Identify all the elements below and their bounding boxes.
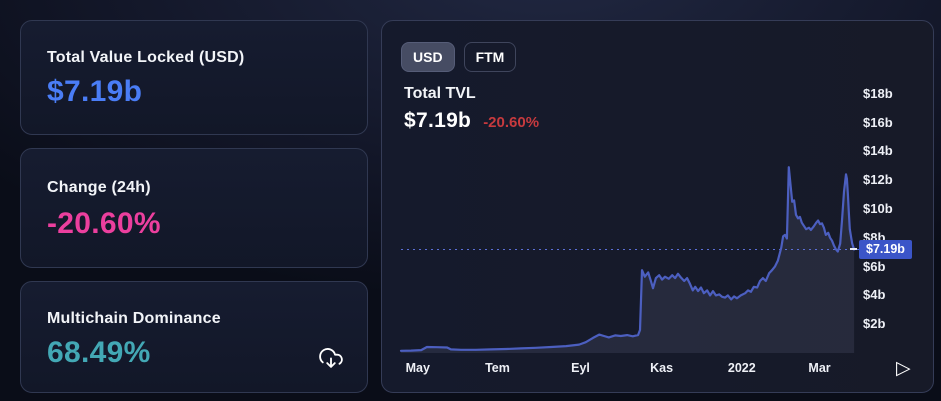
download-data-button[interactable] bbox=[317, 346, 345, 374]
y-axis-label: $10b bbox=[863, 201, 893, 216]
current-value-badge: $7.19b bbox=[859, 240, 912, 259]
x-axis-label: May bbox=[405, 361, 430, 375]
currency-ftm-button[interactable]: FTM bbox=[463, 42, 517, 72]
tvl-card-label: Total Value Locked (USD) bbox=[47, 49, 245, 66]
tvl-card: Total Value Locked (USD) $7.19b bbox=[20, 20, 368, 135]
tvl-area-chart[interactable] bbox=[396, 81, 882, 377]
currency-toggle: USD FTM bbox=[401, 42, 517, 72]
currency-usd-button[interactable]: USD bbox=[401, 42, 455, 72]
x-axis-label: Tem bbox=[485, 361, 510, 375]
y-axis-label: $18b bbox=[863, 85, 893, 101]
x-axis-label: 2022 bbox=[727, 361, 756, 375]
x-axis-label: Mar bbox=[808, 361, 831, 375]
tvl-card-value: $7.19b bbox=[47, 75, 143, 108]
next-arrow-icon[interactable]: ▷ bbox=[896, 358, 911, 379]
dominance-card: Multichain Dominance 68.49% bbox=[20, 281, 368, 393]
chart-current-value: $7.19b bbox=[404, 109, 472, 132]
chart-value-row: $7.19b -20.60% bbox=[404, 109, 539, 133]
y-axis-label: $2b bbox=[863, 316, 886, 332]
current-value-tick bbox=[850, 248, 857, 250]
y-axis-label: $14b bbox=[863, 143, 893, 159]
y-axis-label: $12b bbox=[863, 172, 893, 188]
cloud-download-icon bbox=[318, 348, 344, 375]
y-axis-label: $6b bbox=[863, 258, 886, 274]
chart-title: Total TVL bbox=[404, 85, 476, 102]
chart-panel: USD FTM Total TVL $7.19b -20.60% $2b $4b $… bbox=[381, 20, 934, 393]
change-card-value: -20.60% bbox=[47, 207, 161, 240]
dominance-card-label: Multichain Dominance bbox=[47, 310, 221, 327]
y-axis-label: $4b bbox=[863, 287, 886, 303]
y-axis-label: $16b bbox=[863, 114, 893, 130]
change-card-label: Change (24h) bbox=[47, 179, 151, 196]
change-card: Change (24h) -20.60% bbox=[20, 148, 368, 268]
chart-change-percent: -20.60% bbox=[483, 114, 540, 131]
x-axis-label: Kas bbox=[650, 361, 674, 375]
x-axis-label: Eyl bbox=[571, 361, 590, 375]
dominance-card-value: 68.49% bbox=[47, 336, 151, 369]
